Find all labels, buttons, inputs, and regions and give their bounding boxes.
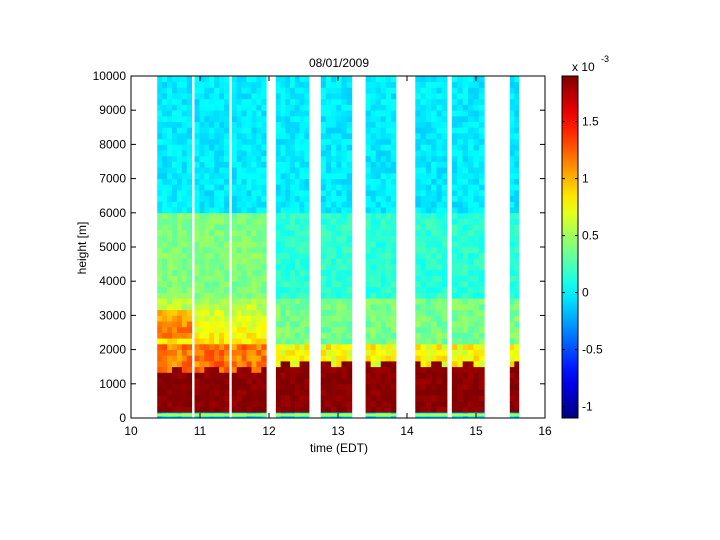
y-tick-label: 7000 <box>99 172 126 186</box>
x-tick-label: 10 <box>124 424 138 438</box>
colorbar-tick-label: 1.5 <box>582 115 599 129</box>
colorbar-tick-label: 0.5 <box>582 229 599 243</box>
y-tick-label: 1000 <box>99 377 126 391</box>
colorbar-multiplier-label: x 10 <box>572 60 595 74</box>
data-segment-7 <box>415 76 448 419</box>
x-axis-label: time (EDT) <box>310 441 368 455</box>
data-segment-8 <box>451 76 485 419</box>
colorbar-multiplier-exponent: -3 <box>601 54 609 64</box>
data-segment-9 <box>509 76 520 419</box>
y-tick-label: 2000 <box>99 343 126 357</box>
data-segment-4 <box>275 76 310 419</box>
x-tick-label: 15 <box>469 424 483 438</box>
colorbar-tick-label: -0.5 <box>582 343 603 357</box>
chart-title: 08/01/2009 <box>309 56 369 70</box>
colorbar-tick-label: -1 <box>582 400 593 414</box>
colorbar: -1 -0.5 0 0.5 1 1.5 x 10 -3 <box>561 54 609 419</box>
y-tick-label: 6000 <box>99 206 126 220</box>
x-tick-label: 11 <box>194 424 207 438</box>
y-tick-label: 5000 <box>99 240 126 254</box>
data-segment-2 <box>194 76 230 419</box>
data-segment-3 <box>231 76 267 419</box>
data-segment-1 <box>157 76 193 419</box>
x-tick-label: 16 <box>538 424 552 438</box>
y-axis-label: height [m] <box>75 222 89 275</box>
axes: 10 11 12 13 14 15 16 0 1000 2000 3000 4000 5000 6000 7… <box>93 69 552 438</box>
y-tick-label: 4000 <box>99 274 126 288</box>
data-segment-5 <box>320 76 353 419</box>
plot-area <box>157 76 520 419</box>
y-tick-label: 3000 <box>99 308 126 322</box>
x-tick-label: 13 <box>331 424 345 438</box>
x-tick-label: 12 <box>262 424 276 438</box>
y-tick-label: 10000 <box>93 69 127 83</box>
y-tick-label: 0 <box>119 411 126 425</box>
colorbar-tick-label: 0 <box>582 286 589 300</box>
data-segment-6 <box>365 76 397 419</box>
x-tick-label: 14 <box>400 424 414 438</box>
colorbar-tick-label: 1 <box>582 172 589 186</box>
y-tick-label: 9000 <box>99 103 126 117</box>
colorbar-gradient <box>561 75 579 419</box>
y-tick-label: 8000 <box>99 137 126 151</box>
